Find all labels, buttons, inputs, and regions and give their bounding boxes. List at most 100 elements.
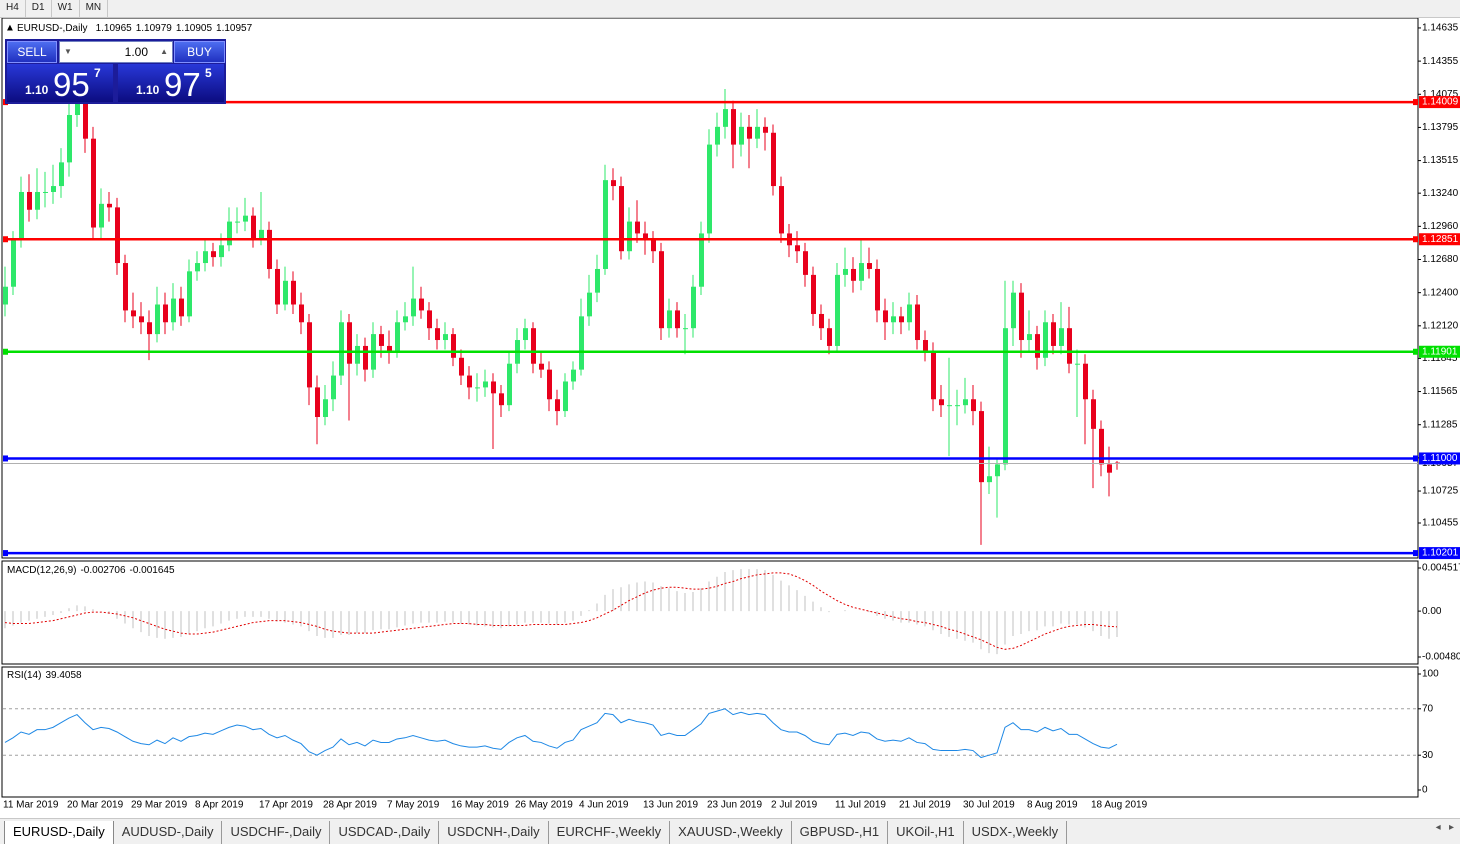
x-tick-label: 20 Mar 2019 (67, 800, 124, 811)
indicator-line (4, 708, 1118, 759)
y-tick-label: 1.13240 (1422, 188, 1459, 199)
candle-body (1107, 464, 1112, 473)
timeframe-button[interactable]: MN (80, 0, 109, 17)
low-value: 1.10905 (176, 23, 213, 34)
chart-tab[interactable]: USDX-,Weekly (964, 821, 1068, 844)
candle-body (1011, 292, 1016, 329)
candle-body (619, 186, 624, 252)
x-tick-label: 2 Jul 2019 (771, 800, 818, 811)
chart-tab[interactable]: AUDUSD-,Daily (114, 821, 223, 844)
candle-body (275, 268, 280, 305)
candle-body (707, 144, 712, 234)
sell-button[interactable]: SELL (7, 41, 57, 63)
lot-input[interactable]: ▼ 1.00 ▲ (59, 41, 173, 63)
candle-body (659, 251, 664, 329)
chart-area: ▲ EURUSD-,Daily 1.10965 1.10979 1.10905 1.10… (1, 17, 1460, 811)
y-tick-label: 1.12960 (1422, 221, 1459, 232)
candle-body (307, 322, 312, 388)
chart-header: EURUSD-,Daily 1.10965 1.10979 1.10905 1.1095… (17, 23, 253, 34)
chart-tab[interactable]: XAUUSD-,Weekly (670, 821, 792, 844)
chart-tab[interactable]: EURCHF-,Weekly (549, 821, 671, 844)
level-handle (3, 455, 8, 462)
candle-body (379, 334, 384, 346)
candle-body (1099, 428, 1104, 465)
candle-body (331, 375, 336, 400)
candle-body (403, 316, 408, 323)
candle-body (899, 316, 904, 323)
ask-big: 1.10 (136, 83, 160, 97)
chart-tab[interactable]: GBPUSD-,H1 (792, 821, 889, 844)
signal-value: -0.001645 (130, 565, 175, 576)
x-tick-label: 23 Jun 2019 (707, 800, 762, 811)
level-label: 1.11000 (1422, 453, 1458, 464)
tab-scroll[interactable]: ◂ ▸ (1435, 822, 1454, 833)
chart-tabs: EURUSD-,Daily AUDUSD-,Daily USDCHF-,Daily U… (0, 818, 1460, 844)
bid-price[interactable]: 1.10 95 7 (7, 64, 113, 103)
candle-body (907, 304, 912, 323)
ask-price[interactable]: 1.10 97 5 (118, 64, 224, 103)
candle-body (179, 298, 184, 317)
candle-body (27, 191, 32, 210)
candle-body (299, 304, 304, 323)
level-handle (1413, 348, 1418, 355)
candle-body (67, 114, 72, 163)
candle-body (435, 328, 440, 341)
candle-body (995, 464, 1000, 477)
candle-body (891, 316, 896, 323)
x-tick-label: 7 May 2019 (387, 800, 440, 811)
candle-body (163, 304, 168, 323)
candle-body (147, 322, 152, 335)
candle-body (291, 280, 296, 305)
y-tick-label: 1.10725 (1422, 486, 1459, 497)
chart-tab[interactable]: USDCNH-,Daily (439, 821, 549, 844)
candle-body (635, 221, 640, 234)
level-handle (1413, 455, 1418, 462)
y-tick-label: 1.11845 (1422, 353, 1458, 364)
price-panel (1, 17, 1419, 559)
candle-body (611, 180, 616, 187)
timeframe-button[interactable]: D1 (26, 0, 52, 17)
candle-body (155, 304, 160, 335)
candle-body (1067, 328, 1072, 364)
candle-body (235, 221, 240, 223)
timeframe-button[interactable]: W1 (52, 0, 80, 17)
x-tick-label: 13 Jun 2019 (643, 800, 698, 811)
candle-body (715, 126, 720, 145)
chart-tab[interactable]: UKOil-,H1 (888, 821, 964, 844)
candle-body (795, 245, 800, 252)
candle-body (99, 203, 104, 228)
candle-body (251, 215, 256, 240)
level-handle (3, 236, 8, 243)
candle-body (395, 322, 400, 352)
level-label: 1.10201 (1422, 548, 1459, 559)
chart-tab[interactable]: EURUSD-,Daily (4, 821, 114, 844)
level-label-box (1419, 547, 1460, 560)
candle-body (83, 79, 88, 139)
candle-body (883, 310, 888, 323)
chart-tab[interactable]: USDCHF-,Daily (222, 821, 331, 844)
candle-body (483, 381, 488, 388)
timeframe-button[interactable]: H4 (0, 0, 26, 17)
candle-body (1043, 322, 1048, 358)
level-handle (3, 348, 8, 355)
bid-big: 1.10 (25, 83, 49, 97)
candle-body (35, 191, 40, 210)
x-tick-label: 26 May 2019 (515, 800, 573, 811)
candle-body (539, 363, 544, 370)
candle-body (563, 381, 568, 412)
candle-body (1075, 363, 1080, 365)
candle-body (219, 245, 224, 258)
y-tick-label: 1.14075 (1422, 89, 1459, 100)
candle-body (803, 251, 808, 275)
x-tick-label: 21 Jul 2019 (899, 800, 951, 811)
candle-body (363, 345, 368, 370)
buy-button[interactable]: BUY (174, 41, 225, 63)
candle-body (811, 274, 816, 314)
candle-body (243, 215, 248, 222)
candle-body (131, 310, 136, 317)
y-tick-label: 1.14635 (1422, 23, 1459, 34)
candle-body (675, 310, 680, 329)
y-tick-label: 1.14355 (1422, 56, 1459, 67)
chart-tab[interactable]: USDCAD-,Daily (330, 821, 440, 844)
candle-body (979, 411, 984, 483)
